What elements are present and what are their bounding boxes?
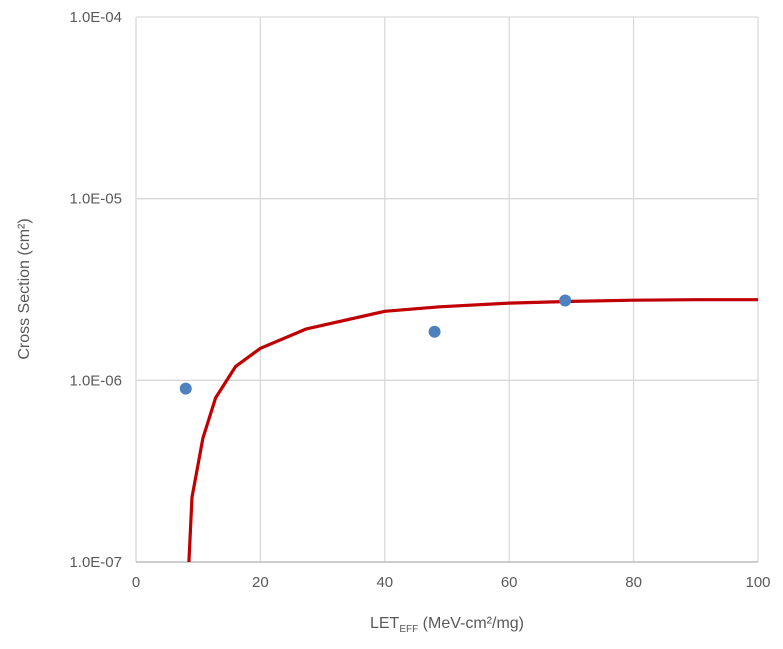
y-tick-label: 1.0E-06 xyxy=(69,372,122,389)
data-point xyxy=(559,294,572,307)
x-tick-label: 60 xyxy=(501,574,518,591)
data-points xyxy=(179,294,572,395)
x-tick-label: 100 xyxy=(745,574,770,591)
x-tick-label: 20 xyxy=(252,574,269,591)
data-point xyxy=(179,382,192,395)
x-tick-label: 80 xyxy=(625,574,642,591)
y-axis-title: Cross Section (cm²) xyxy=(16,218,33,359)
gridlines xyxy=(135,16,759,563)
y-tick-label: 1.0E-07 xyxy=(69,554,122,571)
y-tick-labels: 1.0E-07 1.0E-06 1.0E-05 1.0E-04 xyxy=(69,9,122,571)
x-axis-title: LETEFF (MeV-cm²/mg) xyxy=(370,615,524,635)
data-point xyxy=(428,325,441,338)
fit-curve xyxy=(187,298,758,563)
x-tick-label: 40 xyxy=(376,574,393,591)
x-tick-labels: 0 20 40 60 80 100 xyxy=(132,574,771,591)
x-tick-label: 0 xyxy=(132,574,140,591)
y-tick-label: 1.0E-04 xyxy=(69,9,122,26)
y-tick-label: 1.0E-05 xyxy=(69,191,122,208)
